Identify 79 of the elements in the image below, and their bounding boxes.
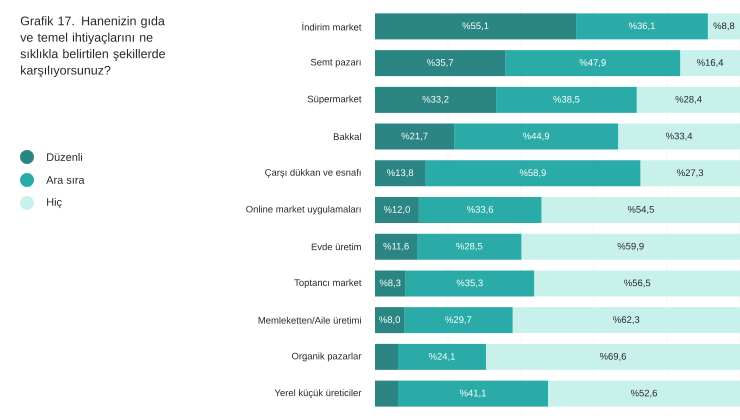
bar [404, 307, 513, 334]
data-label: %44,9 [523, 132, 550, 140]
bar [486, 344, 740, 370]
bar [398, 344, 486, 370]
bar [417, 234, 522, 260]
bar [505, 50, 680, 76]
y-tick-label: Çarşı dükkan ve esnafı [265, 168, 361, 178]
bar [521, 234, 740, 260]
bar [640, 160, 740, 186]
data-label: %28,4 [675, 96, 702, 104]
y-tick-label: Toptancı market [294, 279, 362, 288]
bar [375, 234, 418, 260]
data-label: %38,5 [553, 96, 580, 104]
bar [541, 197, 740, 224]
y-tick-label: Yerel küçük üreticiler [274, 389, 362, 398]
data-label: %28,5 [456, 242, 482, 251]
data-label: %56,5 [624, 280, 650, 288]
bar [496, 86, 637, 113]
bar [375, 344, 398, 370]
bar [375, 86, 496, 113]
data-label: %69,6 [600, 353, 626, 361]
bar [618, 124, 740, 150]
data-label: %16,4 [697, 59, 724, 68]
bar [680, 50, 740, 76]
data-label: %29,7 [445, 316, 472, 324]
data-label: %52,6 [630, 390, 658, 398]
y-tick-label: Semt pazarı [310, 58, 361, 68]
data-label: %24,1 [428, 353, 455, 361]
data-label: %8,3 [380, 280, 401, 288]
y-tick-label: Bakkal [334, 133, 361, 140]
bar [375, 380, 398, 407]
data-label: %33,2 [422, 96, 449, 104]
data-label: %41,1 [460, 390, 486, 398]
data-label: %33,4 [666, 132, 692, 140]
bar [375, 160, 426, 186]
bar [375, 197, 419, 224]
data-label: %27,3 [677, 169, 704, 178]
bar [375, 270, 406, 296]
data-label: %47,9 [580, 59, 606, 68]
bar [636, 86, 740, 113]
data-label: %11,6 [383, 242, 409, 251]
y-tick-label: Memleketten/Aile üretimi [258, 316, 361, 324]
data-label: %12,0 [384, 206, 410, 214]
data-label: %36,1 [628, 22, 655, 30]
bar [576, 13, 708, 40]
bar [534, 270, 740, 296]
bar [375, 307, 404, 334]
bar [512, 307, 740, 334]
y-tick-label: İndirim market [302, 22, 362, 31]
bar [398, 380, 548, 407]
bar [405, 270, 534, 296]
data-label: %8,0 [379, 316, 400, 324]
y-tick-label: Online market uygulamaları [246, 206, 361, 214]
bar [548, 380, 740, 407]
legend-label: Hiç [47, 198, 62, 208]
y-tick-label: Organik pazarlar [292, 352, 362, 362]
data-label: %62,3 [613, 316, 640, 324]
y-tick-label: Evde üretim [312, 243, 361, 250]
legend-label: Düzenli [47, 152, 82, 162]
bar [375, 50, 506, 76]
bar [418, 197, 542, 224]
y-tick-label: Süpermarket [308, 95, 362, 104]
data-label: %54,5 [628, 206, 654, 214]
data-label: %35,7 [427, 59, 454, 68]
bar [375, 124, 454, 150]
data-label: %55,1 [462, 22, 489, 30]
bar [708, 13, 740, 40]
data-label: %13,8 [387, 169, 414, 178]
legend-label: Ara sıra [46, 176, 85, 184]
data-label: %59,9 [618, 242, 644, 251]
data-label: %33,6 [467, 206, 494, 214]
text: Grafik 17. Hanenizin gıda ve temel ihtiyaçlarını ne sıklıkla belirtilen şekillerde karşılıyorsunuz? [20, 16, 165, 78]
data-label: %58,9 [520, 169, 546, 178]
data-label: %35,3 [456, 280, 483, 288]
bar [425, 160, 640, 186]
data-label: %8,8 [714, 22, 734, 30]
bar [375, 13, 576, 40]
data-label: %21,7 [402, 132, 428, 140]
bar [454, 124, 618, 150]
